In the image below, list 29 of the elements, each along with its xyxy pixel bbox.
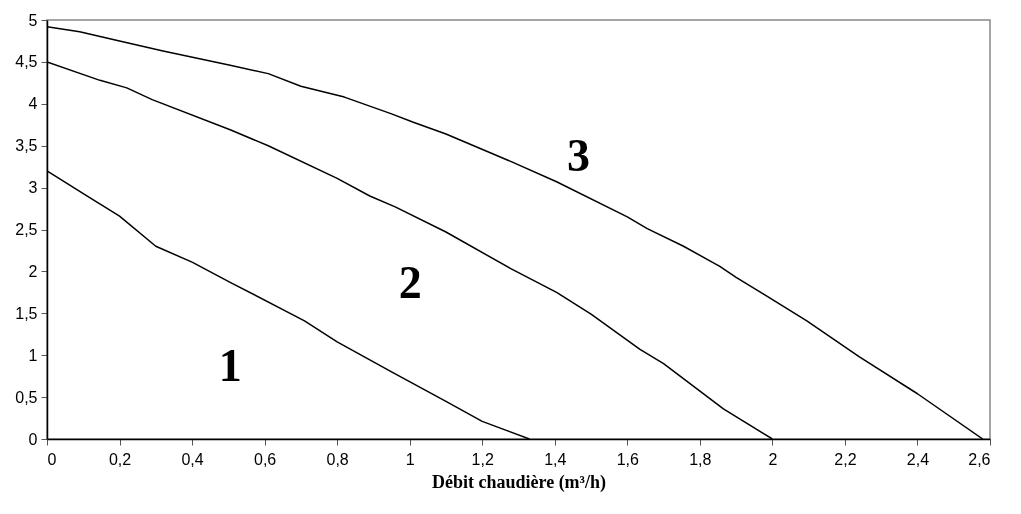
y-tick-label: 3: [28, 179, 38, 197]
x-tick-label: 1,2: [471, 450, 494, 468]
y-tick-label: 0,5: [15, 388, 38, 406]
y-tick-label: 2: [28, 262, 38, 280]
y-tick-label: 3,5: [15, 137, 38, 155]
y-tick-label: 1: [28, 346, 38, 364]
y-tick-label: 2,5: [15, 221, 38, 238]
x-tick-label: 0,8: [326, 450, 349, 468]
y-tick-label: 0: [28, 430, 38, 448]
y-tick-label: 5: [28, 11, 38, 29]
x-tick-label: 2: [768, 450, 778, 468]
x-tick-label: 2,6: [968, 450, 991, 468]
series-label: 1: [218, 340, 242, 392]
x-tick-label: 2,2: [834, 450, 857, 468]
x-tick-label: 0,4: [181, 450, 204, 468]
x-tick-label: 1,8: [689, 450, 712, 468]
x-tick-label: 0,2: [108, 450, 132, 468]
series-label: 2: [398, 256, 422, 308]
x-axis-title: Débit chaudière (m³/h): [431, 471, 607, 493]
x-tick-label: 1,4: [544, 450, 567, 468]
y-tick-label: 1,5: [15, 304, 38, 322]
x-tick-label: 2,4: [906, 450, 930, 468]
y-tick-label: 4,5: [15, 53, 38, 71]
x-tick-label: 0,6: [253, 450, 277, 468]
x-tick-label: 1,6: [616, 450, 640, 468]
x-tick-label: 1: [405, 450, 415, 468]
y-tick-label: 4: [28, 95, 38, 113]
series-label: 3: [567, 129, 591, 181]
x-tick-label: 0: [47, 450, 57, 468]
